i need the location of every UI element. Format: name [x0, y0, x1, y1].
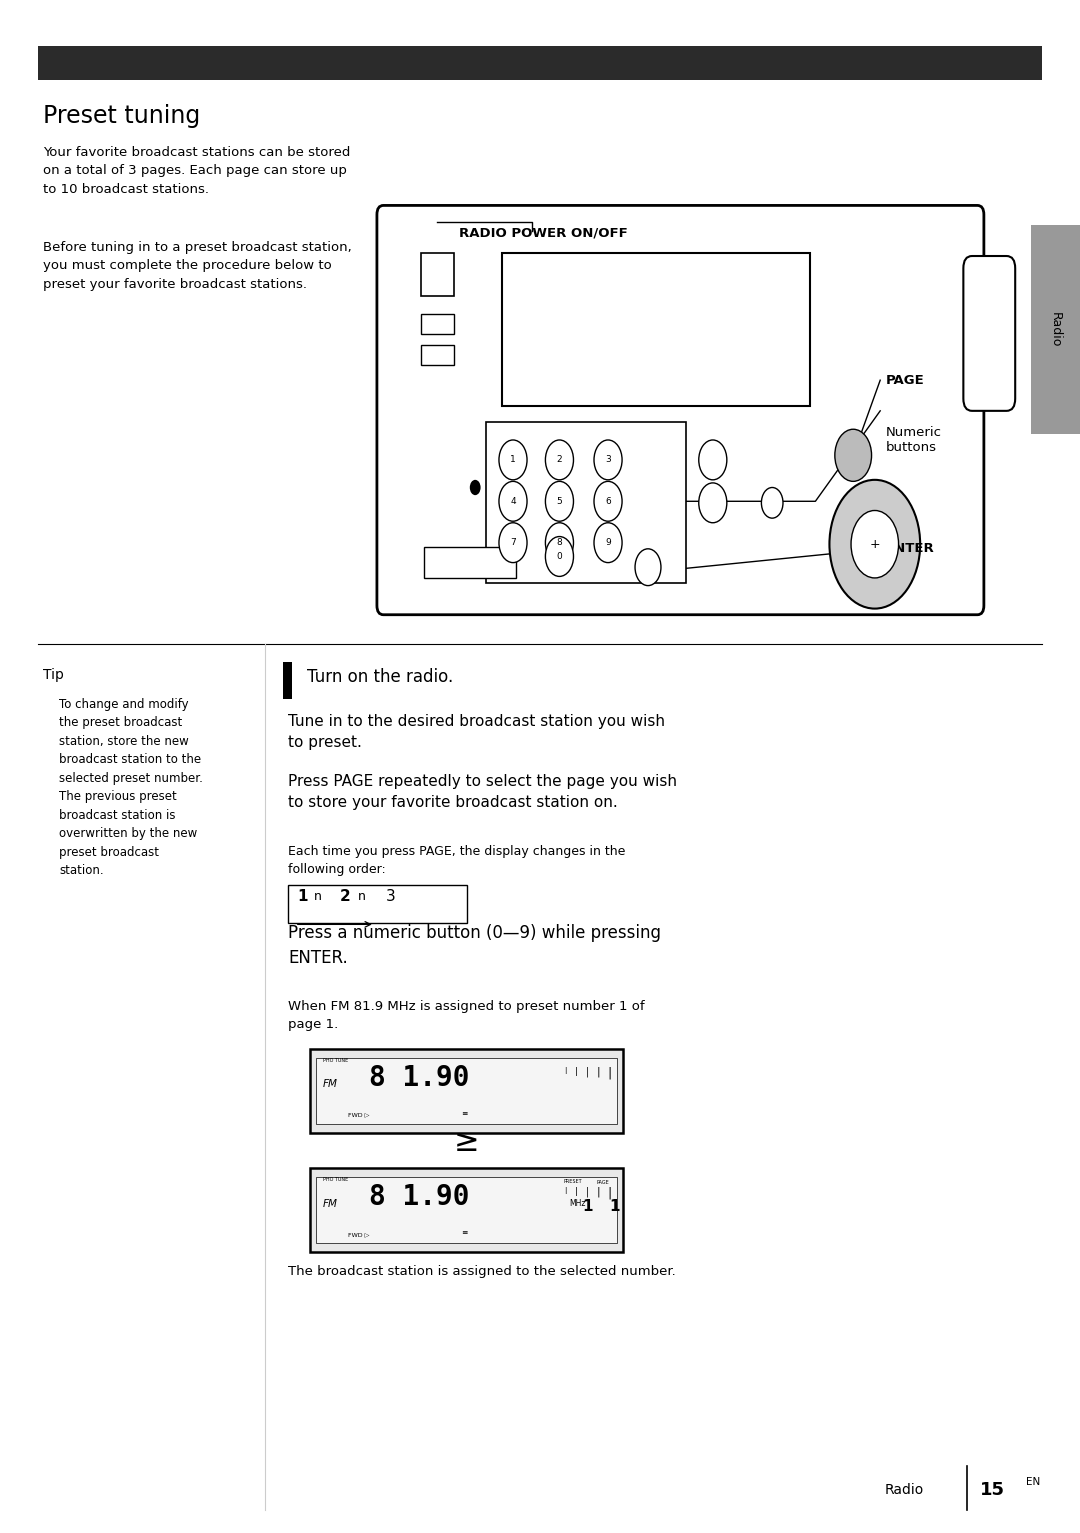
Text: 7: 7: [510, 538, 516, 547]
Text: ENTER: ENTER: [886, 543, 934, 555]
Text: To change and modify
the preset broadcast
station, store the new
broadcast stati: To change and modify the preset broadcas…: [59, 698, 203, 877]
Text: Press PAGE repeatedly to select the page you wish
to store your favorite broadca: Press PAGE repeatedly to select the page…: [288, 774, 677, 809]
Text: n: n: [314, 891, 322, 903]
Text: |: |: [575, 1187, 578, 1196]
Text: The broadcast station is assigned to the selected number.: The broadcast station is assigned to the…: [288, 1265, 676, 1277]
Text: 6: 6: [605, 497, 611, 506]
Circle shape: [851, 510, 899, 578]
Bar: [421, 253, 454, 296]
Text: Tune in to the desired broadcast station you wish
to preset.: Tune in to the desired broadcast station…: [288, 714, 665, 750]
Text: n: n: [357, 891, 365, 903]
Text: |: |: [575, 1067, 578, 1076]
Text: When FM 81.9 MHz is assigned to preset number 1 of
page 1.: When FM 81.9 MHz is assigned to preset n…: [288, 1000, 645, 1030]
Text: 15: 15: [980, 1481, 1004, 1499]
Circle shape: [499, 481, 527, 521]
Circle shape: [699, 440, 727, 480]
Bar: [486, 422, 686, 583]
Text: |: |: [564, 1187, 566, 1194]
Text: 5: 5: [556, 497, 563, 506]
Circle shape: [594, 481, 622, 521]
Text: Before tuning in to a preset broadcast station,
you must complete the procedure : Before tuning in to a preset broadcast s…: [43, 241, 352, 291]
Text: EN: EN: [1026, 1478, 1040, 1487]
Bar: [316, 1177, 617, 1243]
Bar: [421, 345, 454, 365]
Bar: [310, 1049, 623, 1133]
Circle shape: [545, 481, 573, 521]
Circle shape: [545, 537, 573, 576]
Text: 0: 0: [556, 552, 563, 561]
Text: Your favorite broadcast stations can be stored
on a total of 3 pages. Each page : Your favorite broadcast stations can be …: [43, 146, 351, 196]
Text: ≡: ≡: [461, 1108, 468, 1118]
Text: PHO TUNE: PHO TUNE: [323, 1058, 348, 1062]
Text: 3: 3: [605, 455, 611, 464]
Text: Radio: Radio: [885, 1482, 923, 1498]
FancyBboxPatch shape: [377, 205, 984, 615]
Circle shape: [594, 440, 622, 480]
Circle shape: [499, 523, 527, 563]
Text: FWD ▷: FWD ▷: [348, 1113, 369, 1118]
Text: 1: 1: [609, 1199, 620, 1214]
Text: Turn on the radio.: Turn on the radio.: [307, 668, 453, 687]
Text: ≥: ≥: [454, 1128, 480, 1156]
Circle shape: [699, 483, 727, 523]
Text: 9: 9: [605, 538, 611, 547]
Bar: [316, 1058, 617, 1124]
Circle shape: [545, 440, 573, 480]
Text: 1: 1: [582, 1199, 593, 1214]
Circle shape: [594, 523, 622, 563]
Text: |: |: [596, 1187, 599, 1197]
Bar: [424, 547, 516, 578]
Text: |: |: [585, 1067, 589, 1078]
Text: ≡: ≡: [461, 1228, 468, 1237]
Text: Preset tuning: Preset tuning: [43, 104, 201, 129]
Text: Tip: Tip: [43, 668, 64, 682]
Text: Numeric
buttons: Numeric buttons: [886, 426, 942, 454]
Text: 8 1.90: 8 1.90: [369, 1064, 470, 1091]
FancyBboxPatch shape: [963, 256, 1015, 411]
Text: 1: 1: [297, 889, 308, 904]
Text: PRESET: PRESET: [564, 1179, 582, 1183]
Circle shape: [829, 480, 920, 609]
Text: RADIO POWER ON/OFF: RADIO POWER ON/OFF: [459, 227, 627, 239]
Text: 2: 2: [340, 889, 351, 904]
Text: PHO TUNE: PHO TUNE: [323, 1177, 348, 1182]
Text: 8: 8: [556, 538, 563, 547]
Text: |: |: [585, 1187, 589, 1197]
Text: |: |: [607, 1187, 611, 1199]
Bar: [421, 314, 454, 334]
Text: FM: FM: [323, 1079, 338, 1090]
Text: Radio: Radio: [1049, 311, 1062, 348]
Text: Each time you press PAGE, the display changes in the
following order:: Each time you press PAGE, the display ch…: [288, 845, 625, 875]
Text: FWD ▷: FWD ▷: [348, 1233, 369, 1237]
Text: +: +: [869, 538, 880, 550]
Text: PAGE: PAGE: [596, 1180, 609, 1185]
Text: |: |: [607, 1067, 611, 1079]
Circle shape: [761, 487, 783, 518]
Circle shape: [470, 480, 481, 495]
Bar: [38, 46, 1042, 80]
Bar: [283, 662, 292, 699]
Text: PAGE: PAGE: [886, 374, 924, 386]
Text: 8 1.90: 8 1.90: [369, 1183, 470, 1211]
Text: |: |: [596, 1067, 599, 1078]
Circle shape: [835, 429, 872, 481]
Text: FM: FM: [323, 1199, 338, 1210]
Text: MHz: MHz: [569, 1199, 585, 1208]
Text: 4: 4: [510, 497, 516, 506]
Circle shape: [499, 440, 527, 480]
Text: Press a numeric button (0—9) while pressing
ENTER.: Press a numeric button (0—9) while press…: [288, 924, 661, 967]
Bar: [1031, 225, 1080, 434]
Text: 2: 2: [556, 455, 563, 464]
Text: |: |: [564, 1067, 566, 1075]
Circle shape: [635, 549, 661, 586]
Bar: [310, 1168, 623, 1252]
Bar: [288, 885, 467, 923]
Circle shape: [545, 523, 573, 563]
Text: 3: 3: [386, 889, 395, 904]
Text: 1: 1: [510, 455, 516, 464]
Bar: [502, 253, 810, 406]
